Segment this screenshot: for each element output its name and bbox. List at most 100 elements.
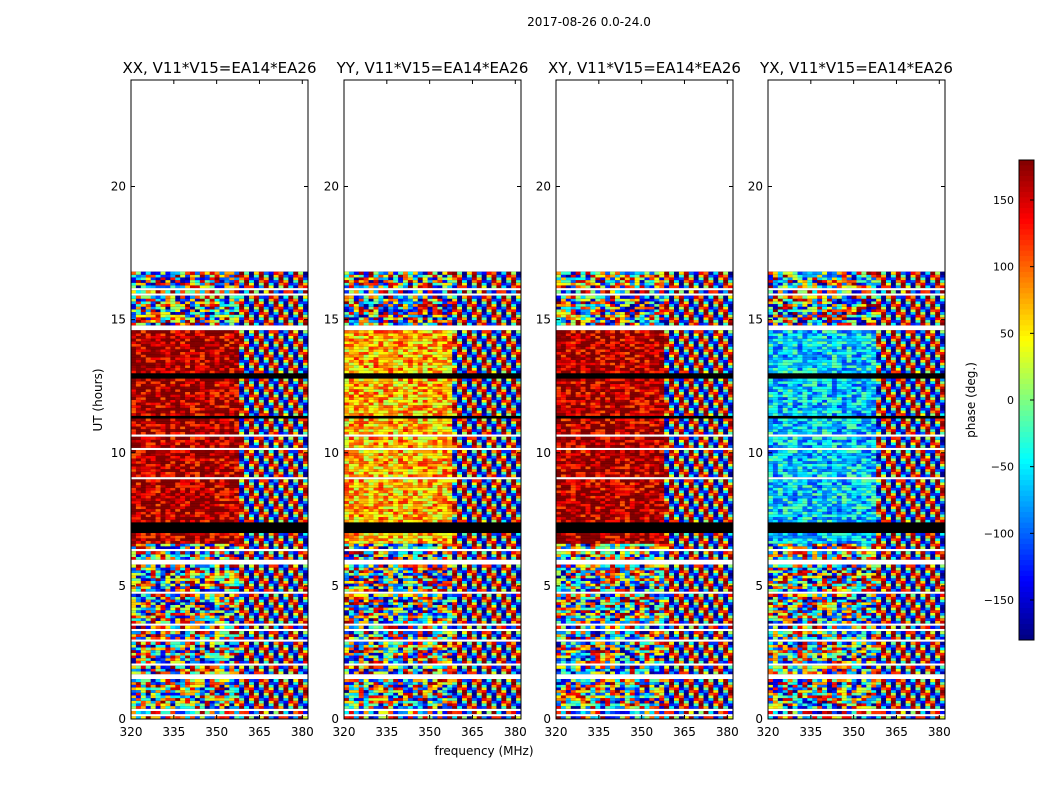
colorbar-segment — [1019, 320, 1034, 326]
colorbar-segment — [1019, 202, 1034, 209]
y-tick-label: 15 — [536, 313, 551, 327]
colorbar-segment — [1019, 506, 1034, 513]
colorbar-segment — [1019, 341, 1034, 348]
colorbar-segment — [1019, 266, 1034, 273]
colorbar-segment — [1019, 346, 1034, 353]
colorbar-segment — [1019, 629, 1034, 636]
heatmap-row — [344, 524, 521, 528]
heatmap-row — [344, 372, 521, 376]
colorbar-segment — [1019, 522, 1034, 529]
heatmap-cells — [556, 271, 734, 720]
colorbar-segment — [1019, 565, 1034, 572]
colorbar-segment — [1019, 352, 1034, 358]
colorbar-segment — [1019, 512, 1034, 518]
y-tick-label: 0 — [755, 712, 763, 726]
heatmap-row — [556, 372, 733, 376]
colorbar-segment — [1019, 485, 1034, 492]
colorbar-segment — [1019, 586, 1034, 593]
heatmap-row — [768, 527, 945, 531]
y-tick-label: 20 — [536, 180, 551, 194]
heatmap-row — [131, 529, 308, 534]
heatmap-row — [344, 527, 521, 531]
colorbar-segment — [1019, 357, 1034, 364]
colorbar-segment — [1019, 453, 1034, 460]
y-axis-label: UT (hours) — [91, 368, 105, 431]
panel-title: YY, V11*V15=EA14*EA26 — [336, 59, 529, 77]
heatmap-row — [131, 372, 308, 376]
colorbar-segment — [1019, 469, 1034, 476]
colorbar-segment — [1019, 245, 1034, 252]
colorbar-segment — [1019, 549, 1034, 556]
colorbar-segment — [1019, 554, 1034, 561]
heatmap-row — [344, 415, 521, 419]
colorbar-segment — [1019, 432, 1034, 438]
heatmap-row — [768, 524, 945, 528]
colorbar-tick-label: 150 — [993, 194, 1014, 207]
colorbar-segment — [1019, 288, 1034, 294]
colorbar-segment — [1019, 613, 1034, 620]
colorbar-segment — [1019, 416, 1034, 422]
x-tick-label: 335 — [587, 725, 610, 739]
colorbar-segment — [1019, 474, 1034, 481]
colorbar-segment — [1019, 224, 1034, 230]
colorbar-segment — [1019, 538, 1034, 545]
heatmap-row — [768, 521, 945, 526]
panel-3: YX, V11*V15=EA14*EA26 320 335 350 365 380 0 5 10… — [748, 59, 953, 739]
x-tick-label: 335 — [375, 725, 398, 739]
y-tick-label: 15 — [324, 313, 339, 327]
colorbar-segment — [1019, 298, 1034, 305]
heatmap-cells — [344, 271, 522, 720]
panels-group: XX, V11*V15=EA14*EA26 320 335 350 365 380 0 5 10… — [111, 59, 953, 739]
y-tick-label: 0 — [331, 712, 339, 726]
colorbar-label: phase (deg.) — [964, 362, 978, 438]
colorbar-segment — [1019, 336, 1034, 342]
colorbar-segment — [1019, 576, 1034, 582]
panel-frame — [130, 79, 309, 720]
y-tick-label: 20 — [111, 180, 126, 194]
y-tick-label: 20 — [748, 180, 763, 194]
colorbar-segment — [1019, 410, 1034, 417]
x-axis-label: frequency (MHz) — [434, 744, 533, 758]
panel-title: YX, V11*V15=EA14*EA26 — [759, 59, 953, 77]
x-tick-label: 320 — [120, 725, 143, 739]
heatmap-row — [131, 415, 308, 419]
colorbar-segment — [1019, 533, 1034, 540]
panel-frame — [343, 79, 522, 720]
heatmap-row — [556, 415, 733, 419]
x-tick-label: 365 — [673, 725, 696, 739]
x-tick-label: 320 — [333, 725, 356, 739]
y-tick-label: 10 — [536, 446, 551, 460]
colorbar-segment — [1019, 544, 1034, 550]
heatmap-row — [344, 521, 521, 526]
colorbar-segment — [1019, 218, 1034, 225]
colorbar-segment — [1019, 256, 1034, 262]
heatmap-row — [556, 529, 733, 534]
y-tick-label: 5 — [331, 579, 339, 593]
y-tick-label: 10 — [324, 446, 339, 460]
panel-title: XX, V11*V15=EA14*EA26 — [122, 59, 316, 77]
panel-title: XY, V11*V15=EA14*EA26 — [548, 59, 741, 77]
heatmap-row — [768, 372, 945, 376]
heatmap-row — [768, 375, 945, 379]
panel-frame — [555, 79, 734, 720]
y-tick-label: 5 — [118, 579, 126, 593]
colorbar-tick-label: −100 — [984, 527, 1014, 540]
colorbar-segment — [1019, 517, 1034, 524]
colorbar-tick-label: 100 — [993, 261, 1014, 274]
colorbar-segment — [1019, 501, 1034, 508]
heatmap-row — [556, 375, 733, 379]
colorbar-segment — [1019, 389, 1034, 396]
x-tick-label: 380 — [504, 725, 527, 739]
panel-0: XX, V11*V15=EA14*EA26 320 335 350 365 380 0 5 10… — [111, 59, 317, 739]
colorbar-segment — [1019, 608, 1034, 614]
colorbar-segment — [1019, 480, 1034, 486]
heatmap-row — [556, 524, 733, 528]
colorbar-segment — [1019, 421, 1034, 428]
colorbar-segment — [1019, 448, 1034, 454]
x-tick-label: 380 — [291, 725, 314, 739]
colorbar-segment — [1019, 304, 1034, 310]
colorbar-segment — [1019, 362, 1034, 369]
colorbar-segment — [1019, 314, 1034, 321]
x-tick-label: 350 — [842, 725, 865, 739]
x-tick-label: 350 — [630, 725, 653, 739]
